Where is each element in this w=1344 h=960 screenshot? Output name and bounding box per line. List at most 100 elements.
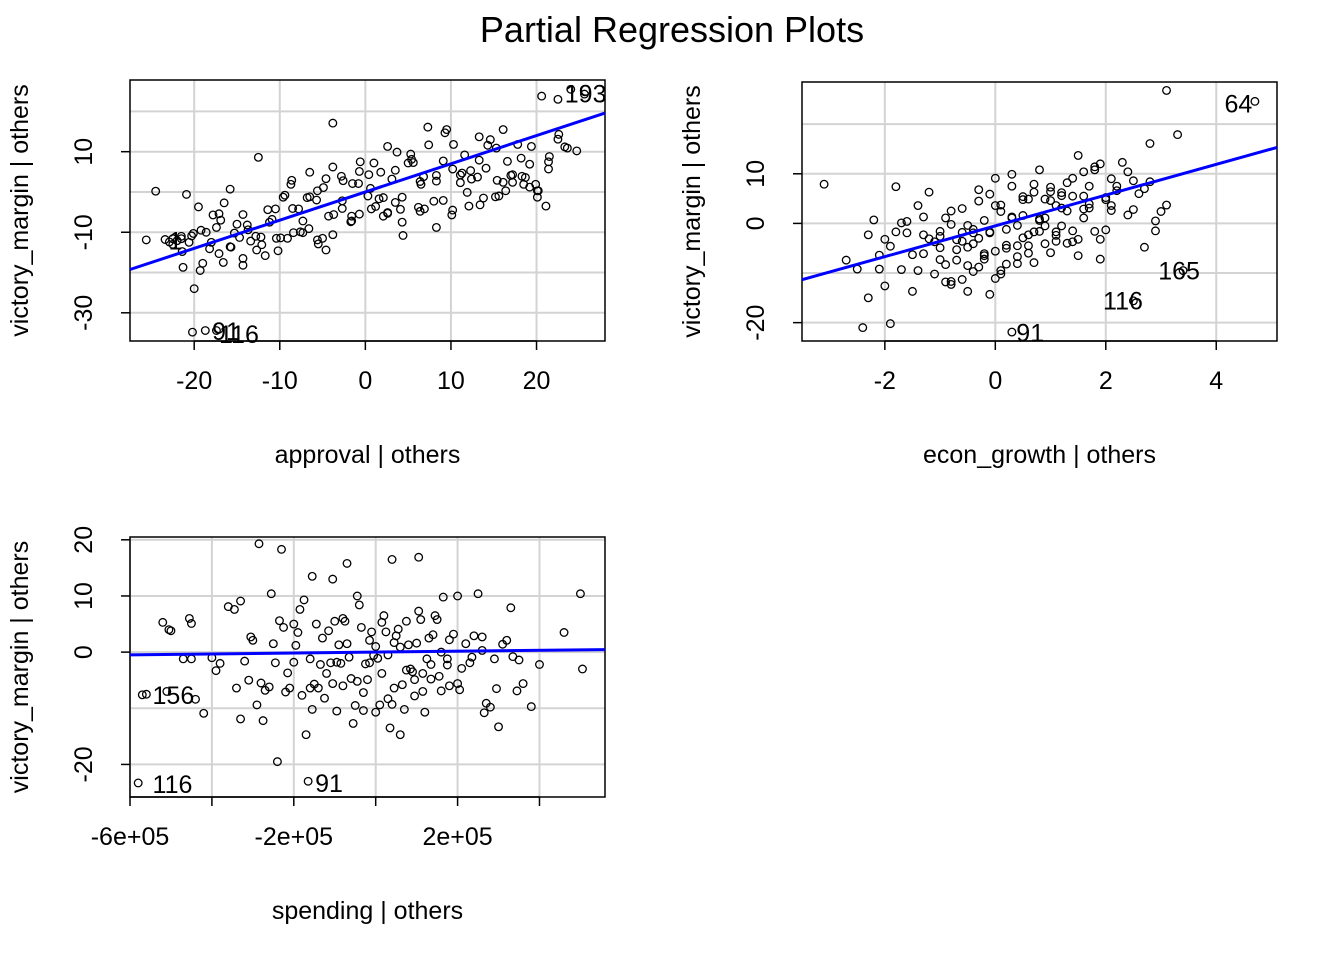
chart-2-point-16 [236, 714, 246, 724]
chart-0-point-92 [438, 195, 448, 205]
chart-2-point-82 [397, 680, 407, 690]
chart-1-point-78 [1040, 194, 1050, 204]
chart-2-point-96 [512, 686, 522, 696]
chart-1-point-108 [979, 215, 989, 225]
chart-2-ytick-label-2: 10 [70, 582, 98, 610]
chart-0-point-150 [168, 239, 178, 249]
chart-1-point-47 [1117, 157, 1127, 167]
chart-2-point-130 [453, 679, 463, 689]
chart-1-point-153 [1029, 258, 1039, 268]
chart-0-point-29 [318, 233, 328, 243]
chart-1-ytick-label-2: 10 [742, 160, 770, 188]
chart-0-point-166 [305, 192, 315, 202]
chart-0-point-132 [396, 204, 405, 214]
chart-0-point-147 [525, 159, 535, 169]
chart-1-point-151 [1018, 233, 1028, 243]
chart-2-point-64 [268, 639, 278, 649]
chart-2-point-24 [301, 730, 311, 740]
panel-approval: -20 -10 0 10 20 -30 -10 10 approval | others vict… [6, 79, 607, 469]
chart-2-point-97 [526, 702, 536, 712]
chart-0-point-50 [485, 135, 495, 145]
chart-0-point-185 [464, 201, 474, 211]
chart-0-point-69 [246, 236, 256, 246]
chart-2-point-23 [295, 604, 305, 614]
chart-1-point-73 [1012, 220, 1022, 230]
chart-0-point-88 [406, 149, 416, 159]
chart-2-point-108 [305, 683, 315, 693]
chart-0-ytick-label-0: -30 [70, 295, 98, 331]
chart-1-point-142 [968, 239, 978, 249]
chart-0-point-78 [318, 183, 328, 192]
chart-0-point-118 [276, 233, 286, 243]
chart-2-point-13 [162, 686, 172, 696]
chart-2-point-89 [442, 660, 452, 670]
chart-1-point-label-1: 165 [1158, 258, 1200, 286]
chart-2-point-105 [275, 616, 284, 626]
chart-2-xtick-label-2: 2e+05 [422, 823, 492, 851]
chart-0-point-175 [383, 208, 393, 218]
chart-1-point-92 [1151, 216, 1160, 226]
chart-1-point-37 [1057, 191, 1067, 201]
chart-0-fit-line [129, 111, 606, 271]
chart-2-point-137 [191, 694, 200, 704]
chart-2-point-131 [465, 658, 475, 668]
chart-1-point-144 [979, 251, 989, 261]
chart-0-point-93 [449, 139, 458, 149]
chart-0-point-52 [502, 156, 512, 166]
chart-1-point-166 [1106, 174, 1116, 184]
chart-2-point-label-0: 156 [153, 682, 195, 710]
chart-2-point-160 [401, 665, 411, 675]
chart-0-point-46 [448, 205, 458, 215]
chart-0-point-16 [208, 210, 218, 220]
chart-0-point-123 [321, 174, 331, 184]
chart-0-point-34 [354, 179, 363, 188]
chart-2-point-88 [436, 686, 446, 696]
chart-0-point-104 [544, 152, 554, 161]
chart-1-point-29 [1012, 241, 1022, 251]
chart-1-point-145 [985, 228, 995, 238]
chart-1-point-162 [1079, 204, 1089, 214]
chart-0-point-106 [562, 143, 572, 153]
chart-2-point-133 [489, 654, 499, 664]
chart-0-point-114 [238, 253, 248, 263]
chart-0-point-129 [369, 158, 379, 168]
chart-2-point-72 [336, 658, 346, 668]
chart-1-point-57 [913, 266, 923, 275]
chart-2-point-156 [377, 669, 387, 678]
chart-1-point-8 [863, 293, 873, 303]
chart-2-point-0 [137, 690, 147, 700]
chart-2-point-61 [236, 596, 246, 606]
chart-1-point-134 [908, 286, 917, 296]
chart-2-point-9 [414, 552, 424, 562]
chart-2-point-59 [199, 708, 209, 718]
chart-0-point-138 [448, 164, 458, 174]
chart-0-point-81 [346, 217, 356, 227]
chart-1-point-19 [957, 204, 967, 213]
chart-0-point-127 [354, 166, 364, 176]
chart-1-point-97 [902, 216, 912, 226]
chart-1-point-163 [1084, 181, 1094, 191]
chart-0-ytick-label-2: 10 [70, 138, 98, 166]
chart-1-point-125 [1079, 191, 1089, 201]
chart-1-point-129 [1128, 205, 1138, 214]
chart-0-point-37 [378, 193, 388, 203]
chart-2-point-91 [457, 663, 467, 673]
chart-0-point-109 [195, 266, 205, 275]
chart-0-point-5 [188, 327, 197, 337]
chart-0-point-142 [479, 193, 488, 203]
chart-1-point-6 [819, 179, 829, 189]
chart-1-point-83 [1068, 237, 1078, 247]
chart-2-point-102 [240, 656, 250, 666]
chart-2-point-12 [184, 613, 194, 623]
chart-1-point-39 [1068, 226, 1078, 236]
chart-2-point-20 [272, 757, 282, 767]
chart-2-point-167 [467, 652, 477, 662]
chart-1-point-128 [1112, 181, 1122, 191]
chart-1-point-68 [985, 289, 995, 299]
chart-2-point-155 [371, 642, 381, 651]
chart-0-point-87 [397, 217, 407, 227]
chart-0-point-label-0: 193 [565, 80, 607, 108]
chart-0-point-108 [187, 231, 197, 241]
chart-0-point-116 [257, 240, 267, 250]
chart-0-point-186 [473, 172, 482, 182]
